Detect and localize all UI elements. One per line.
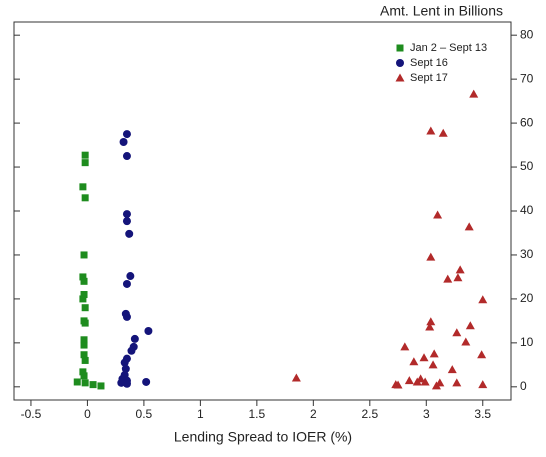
point [81, 159, 89, 167]
point [125, 229, 134, 238]
point [452, 378, 462, 387]
point [426, 252, 436, 261]
point [80, 336, 88, 344]
point [453, 273, 463, 282]
point [122, 210, 131, 219]
point [426, 126, 436, 135]
point [79, 273, 87, 281]
y-tick-label: 30 [520, 247, 534, 261]
point [438, 128, 448, 137]
point [425, 322, 435, 331]
point [393, 380, 403, 389]
point [79, 368, 87, 376]
legend-label: Jan 2 – Sept 13 [410, 42, 487, 54]
legend-marker [396, 44, 404, 52]
legend-marker [395, 73, 405, 82]
point [97, 382, 105, 390]
point [80, 291, 88, 299]
point [291, 373, 301, 382]
point [80, 341, 88, 349]
legend-label: Sept 17 [410, 72, 448, 84]
x-axis-label: Lending Spread to IOER (%) [174, 429, 352, 445]
x-tick-label: -0.5 [21, 407, 42, 421]
x-tick-label: 1.5 [249, 407, 266, 421]
y-tick-label: 70 [520, 71, 534, 85]
y-tick-label: 10 [520, 335, 534, 349]
point [81, 304, 89, 312]
point [122, 379, 131, 388]
point [420, 377, 430, 386]
point [447, 365, 457, 374]
point [404, 376, 414, 385]
point [477, 350, 487, 359]
point [122, 130, 131, 139]
point [81, 319, 89, 327]
point [455, 265, 465, 274]
legend-label: Sept 16 [410, 57, 448, 69]
x-tick-label: 3 [423, 407, 430, 421]
point [130, 334, 139, 343]
y-tick-label: 80 [520, 27, 534, 41]
point [400, 342, 410, 351]
point [80, 251, 88, 259]
point [429, 349, 439, 358]
y-tick-label: 50 [520, 159, 534, 173]
point [79, 295, 87, 303]
point [122, 312, 131, 321]
point [81, 379, 89, 387]
point [426, 317, 436, 326]
point [478, 295, 488, 304]
y-tick-label: 40 [520, 203, 534, 217]
point [121, 364, 130, 373]
point [122, 217, 131, 226]
x-tick-label: 0.5 [136, 407, 153, 421]
point [81, 194, 89, 202]
point [431, 381, 441, 390]
x-tick-label: 0 [84, 407, 91, 421]
point [461, 337, 471, 346]
point [73, 378, 81, 386]
point [81, 356, 89, 364]
point [478, 380, 488, 389]
point [465, 321, 475, 330]
point [428, 360, 438, 369]
point [122, 279, 131, 288]
point [120, 358, 129, 367]
x-tick-label: 2.5 [361, 407, 378, 421]
point [79, 183, 87, 191]
point [80, 277, 88, 285]
point [142, 377, 151, 386]
point [419, 353, 429, 362]
point [81, 151, 89, 159]
point [464, 222, 474, 231]
legend-marker [396, 59, 404, 67]
point [443, 274, 453, 283]
y-tick-label: 60 [520, 115, 534, 129]
point [127, 346, 136, 355]
point [144, 326, 153, 335]
point [119, 137, 128, 146]
point [433, 210, 443, 219]
point [409, 357, 419, 366]
y-tick-label: 0 [520, 379, 527, 393]
point [452, 328, 462, 337]
x-tick-label: 3.5 [474, 407, 491, 421]
point [122, 152, 131, 161]
point [80, 372, 88, 380]
x-tick-label: 2 [310, 407, 317, 421]
y-tick-label: 20 [520, 291, 534, 305]
point [80, 351, 88, 359]
point [89, 381, 97, 389]
x-tick-label: 1 [197, 407, 204, 421]
chart-title: Amt. Lent in Billions [380, 3, 503, 19]
point [469, 89, 479, 98]
point [412, 377, 422, 386]
point [126, 272, 135, 281]
